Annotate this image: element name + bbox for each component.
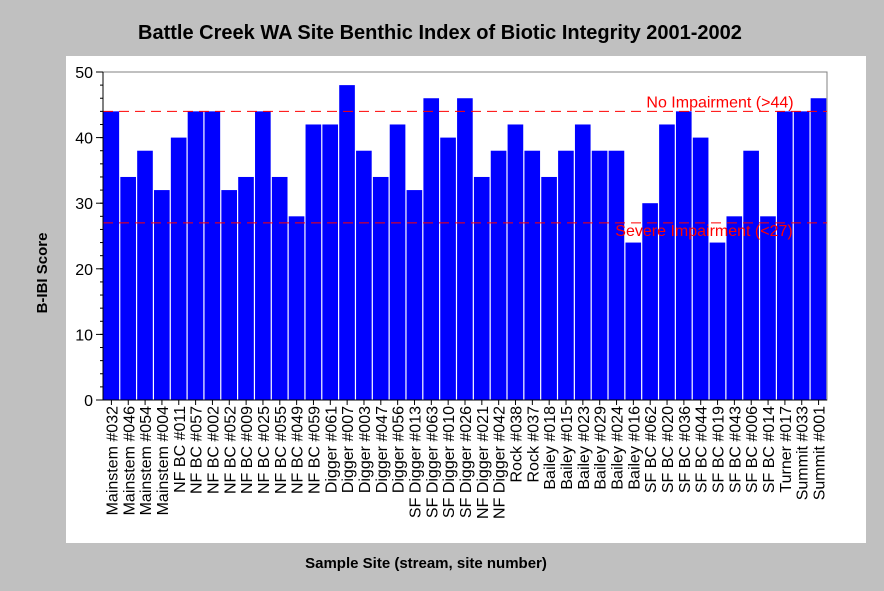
- x-tick-label: NF Digger #021: [475, 406, 492, 519]
- x-tick-label: SF Digger #013: [407, 406, 424, 518]
- bar: [120, 176, 136, 400]
- bar: [642, 203, 658, 400]
- bar: [255, 111, 271, 401]
- bar: [154, 190, 170, 400]
- x-tick-label: Digger #061: [323, 406, 340, 493]
- x-tick-label: Mainstem #004: [155, 406, 172, 515]
- bar: [457, 98, 473, 401]
- bar: [238, 176, 254, 400]
- bar: [810, 98, 827, 401]
- x-tick-label: Bailey #018: [542, 406, 559, 490]
- y-tick-label: 0: [84, 393, 93, 410]
- bar: [692, 137, 709, 400]
- bar: [170, 137, 187, 400]
- x-tick-label: SF Digger #010: [441, 406, 458, 518]
- bar: [591, 150, 608, 400]
- x-tick-label: Turner #017: [778, 406, 795, 493]
- plot-area: No Impairment (>44) Severe Impairment (<2…: [75, 65, 828, 519]
- bar: [473, 176, 490, 400]
- x-tick-label: Digger #003: [357, 406, 374, 493]
- x-tick-label: NF BC #009: [239, 406, 256, 494]
- x-tick-label: SF BC #043: [727, 406, 744, 493]
- x-tick-label: Summit #033: [795, 406, 812, 500]
- x-tick-label: Mainstem #032: [104, 406, 121, 515]
- bar: [339, 85, 355, 401]
- x-tick-label: Bailey #015: [559, 406, 576, 490]
- x-tick-label: NF BC #059: [306, 406, 323, 494]
- bar: [356, 150, 372, 400]
- x-tick-label: NF BC #025: [256, 406, 273, 494]
- bar: [776, 111, 793, 401]
- bar: [187, 111, 204, 401]
- x-tick-label: NF BC #055: [273, 406, 290, 494]
- bar: [726, 216, 743, 400]
- bar: [574, 124, 591, 400]
- x-axis-title: Sample Site (stream, site number): [305, 555, 547, 572]
- x-tick-label: Bailey #023: [576, 406, 593, 490]
- x-tick-label: Digger #056: [391, 406, 408, 493]
- x-tick-label: NF BC #057: [189, 406, 206, 494]
- x-tick-label: Rock #038: [509, 406, 526, 483]
- bar: [423, 98, 440, 401]
- reference-line-label: No Impairment (>44): [646, 94, 793, 111]
- y-tick-label: 20: [75, 262, 93, 279]
- x-tick-label: Rock #037: [525, 406, 542, 483]
- bar: [406, 190, 423, 400]
- bar: [659, 124, 675, 400]
- x-tick-label: SF BC #062: [643, 406, 660, 493]
- x-tick-label: NF BC #052: [222, 406, 239, 494]
- bar: [541, 176, 557, 400]
- bar: [760, 216, 776, 400]
- x-tick-label: SF BC #006: [744, 406, 761, 493]
- bar: [743, 150, 759, 400]
- bar: [322, 124, 339, 400]
- x-tick-label: SF BC #036: [677, 406, 694, 493]
- bar: [490, 150, 507, 400]
- bar: [709, 242, 726, 400]
- y-tick-label: 10: [75, 327, 93, 344]
- bar: [288, 216, 305, 400]
- x-tick-label: NF BC #002: [205, 406, 222, 494]
- y-axis-title: B-IBI Score: [34, 233, 51, 314]
- bar: [793, 111, 810, 401]
- reference-line-label: Severe Impairment (<27): [615, 223, 792, 240]
- x-tick-label: NF BC #049: [290, 406, 307, 494]
- bar: [271, 176, 288, 400]
- bar: [389, 124, 406, 400]
- x-tick-label: Digger #007: [340, 406, 357, 493]
- bar: [507, 124, 524, 400]
- x-tick-label: NF Digger #042: [492, 406, 509, 519]
- bar: [440, 137, 456, 400]
- x-tick-label: SF Digger #063: [424, 406, 441, 518]
- x-tick-label: Summit #001: [812, 406, 829, 500]
- chart-title: Battle Creek WA Site Benthic Index of Bi…: [138, 22, 742, 44]
- x-tick-label: SF BC #019: [711, 406, 728, 493]
- bar: [305, 124, 322, 400]
- x-tick-label: Bailey #016: [626, 406, 643, 490]
- bar: [372, 176, 389, 400]
- bar: [137, 150, 153, 400]
- x-tick-label: SF BC #014: [761, 406, 778, 493]
- bar: [608, 150, 625, 400]
- bar: [625, 242, 642, 400]
- y-tick-label: 30: [75, 196, 93, 213]
- bar: [558, 150, 574, 400]
- x-tick-label: SF BC #044: [694, 406, 711, 493]
- x-tick-label: Digger #047: [374, 406, 391, 493]
- y-tick-label: 40: [75, 131, 93, 148]
- x-tick-label: Bailey #029: [593, 406, 610, 490]
- x-tick-label: SF Digger #026: [458, 406, 475, 518]
- bar: [675, 111, 692, 401]
- x-tick-label: NF BC #011: [172, 406, 189, 493]
- x-tick-label: Mainstem #054: [138, 406, 155, 515]
- bar: [103, 111, 120, 401]
- bar: [524, 150, 541, 400]
- y-tick-label: 50: [75, 65, 93, 82]
- x-tick-label: SF BC #020: [660, 406, 677, 493]
- x-tick-label: Mainstem #046: [121, 406, 138, 515]
- bar: [204, 111, 221, 401]
- x-tick-label: Bailey #024: [610, 406, 627, 490]
- bar: [221, 190, 237, 400]
